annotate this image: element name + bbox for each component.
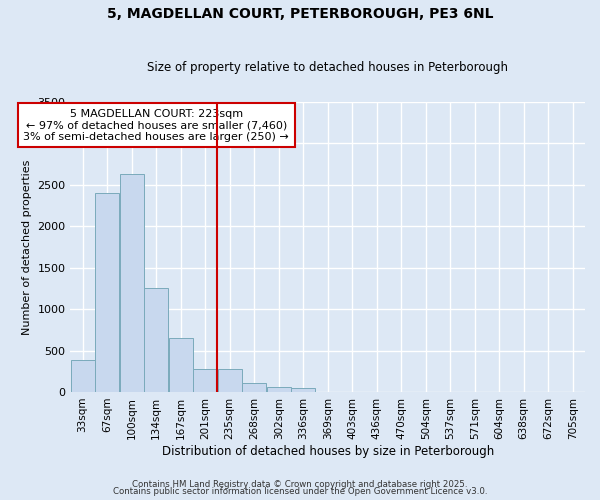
Bar (95, 193, 119, 392)
Bar (267, 387, 290, 392)
Y-axis label: Number of detached properties: Number of detached properties (22, 160, 32, 334)
X-axis label: Distribution of detached houses by size in Peterborough: Distribution of detached houses by size … (161, 444, 494, 458)
Title: Size of property relative to detached houses in Peterborough: Size of property relative to detached ho… (147, 62, 508, 74)
Text: Contains HM Land Registry data © Crown copyright and database right 2025.: Contains HM Land Registry data © Crown c… (132, 480, 468, 489)
Text: 5, MAGDELLAN COURT, PETERBOROUGH, PE3 6NL: 5, MAGDELLAN COURT, PETERBOROUGH, PE3 6N… (107, 8, 493, 22)
Bar (169, 338, 193, 392)
Bar (291, 388, 315, 392)
Bar (218, 369, 242, 392)
Text: 5 MAGDELLAN COURT: 223sqm
← 97% of detached houses are smaller (7,460)
3% of sem: 5 MAGDELLAN COURT: 223sqm ← 97% of detac… (23, 108, 289, 142)
Bar (193, 369, 217, 392)
Text: Contains public sector information licensed under the Open Government Licence v3: Contains public sector information licen… (113, 488, 487, 496)
Bar (71, 360, 95, 392)
Bar (144, 288, 168, 392)
Bar (120, 174, 143, 392)
Bar (242, 384, 266, 392)
